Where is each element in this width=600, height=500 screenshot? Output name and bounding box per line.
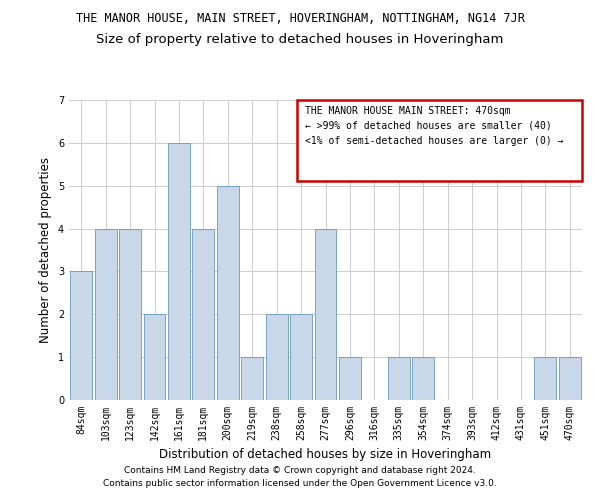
FancyBboxPatch shape [297, 100, 582, 181]
Text: Contains HM Land Registry data © Crown copyright and database right 2024.
Contai: Contains HM Land Registry data © Crown c… [103, 466, 497, 487]
Bar [217, 186, 239, 400]
Bar [314, 228, 337, 400]
Bar [412, 357, 434, 400]
Bar [266, 314, 287, 400]
Text: Size of property relative to detached houses in Hoveringham: Size of property relative to detached ho… [97, 32, 503, 46]
X-axis label: Distribution of detached houses by size in Hoveringham: Distribution of detached houses by size … [160, 448, 491, 462]
Bar [535, 357, 556, 400]
Bar [339, 357, 361, 400]
Bar [70, 272, 92, 400]
Bar [559, 357, 581, 400]
Bar [168, 143, 190, 400]
Bar [193, 228, 214, 400]
Text: THE MANOR HOUSE MAIN STREET: 470sqm
← >99% of detached houses are smaller (40)
<: THE MANOR HOUSE MAIN STREET: 470sqm ← >9… [305, 106, 563, 146]
Bar [388, 357, 410, 400]
Bar [95, 228, 116, 400]
Bar [290, 314, 312, 400]
Text: THE MANOR HOUSE, MAIN STREET, HOVERINGHAM, NOTTINGHAM, NG14 7JR: THE MANOR HOUSE, MAIN STREET, HOVERINGHA… [76, 12, 524, 26]
Bar [241, 357, 263, 400]
Y-axis label: Number of detached properties: Number of detached properties [40, 157, 52, 343]
Bar [143, 314, 166, 400]
Bar [119, 228, 141, 400]
